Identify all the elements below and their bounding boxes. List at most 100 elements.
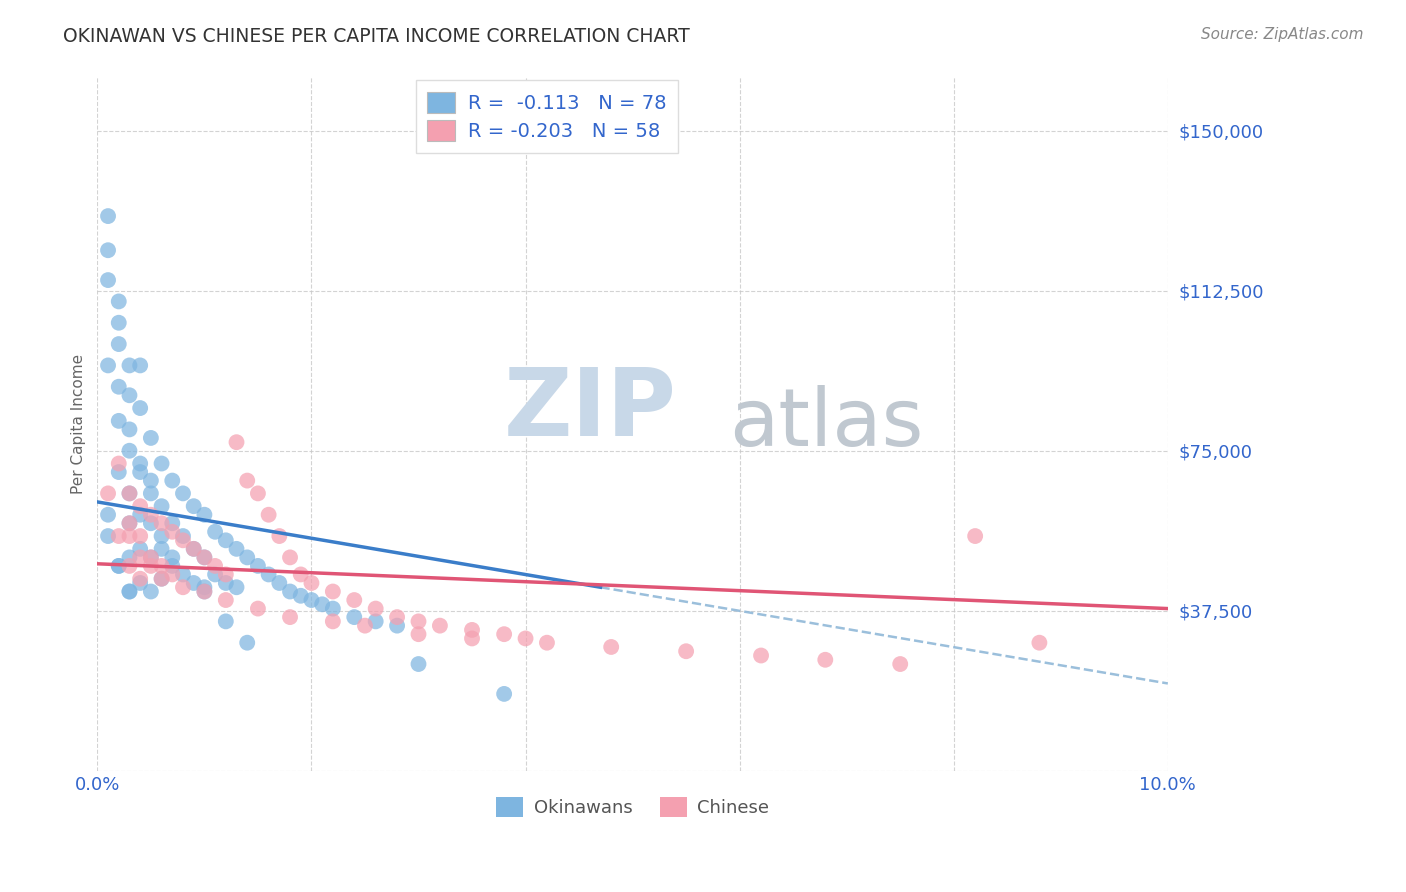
Point [129, 572, 152, 586]
Point [429, 618, 451, 632]
Point [162, 516, 184, 531]
Point [364, 615, 387, 629]
Point [150, 457, 173, 471]
Point [118, 422, 141, 436]
Point [118, 443, 141, 458]
Point [150, 541, 173, 556]
Point [814, 653, 837, 667]
Text: Source: ZipAtlas.com: Source: ZipAtlas.com [1201, 27, 1364, 42]
Point [118, 486, 141, 500]
Point [172, 567, 194, 582]
Point [889, 657, 911, 671]
Point [257, 508, 280, 522]
Text: OKINAWAN VS CHINESE PER CAPITA INCOME CORRELATION CHART: OKINAWAN VS CHINESE PER CAPITA INCOME CO… [63, 27, 690, 45]
Point [236, 550, 259, 565]
Point [385, 610, 408, 624]
Point [118, 388, 141, 402]
Point [107, 558, 129, 573]
Point [246, 601, 269, 615]
Point [257, 567, 280, 582]
Point [494, 627, 516, 641]
Point [278, 550, 301, 565]
Text: ZIP: ZIP [505, 364, 678, 456]
Point [139, 516, 162, 531]
Point [162, 524, 184, 539]
Point [118, 584, 141, 599]
Point [118, 516, 141, 531]
Point [139, 558, 162, 573]
Point [107, 380, 129, 394]
Point [107, 294, 129, 309]
Point [215, 533, 238, 548]
Point [193, 584, 215, 599]
Point [269, 576, 291, 591]
Point [139, 486, 162, 500]
Point [97, 244, 120, 258]
Point [290, 567, 312, 582]
Point [150, 558, 173, 573]
Point [139, 550, 162, 565]
Point [278, 610, 301, 624]
Point [278, 584, 301, 599]
Point [236, 474, 259, 488]
Point [204, 567, 226, 582]
Point [225, 435, 247, 450]
Point [139, 584, 162, 599]
Point [129, 465, 152, 479]
Point [215, 576, 238, 591]
Point [107, 316, 129, 330]
Point [494, 687, 516, 701]
Point [139, 550, 162, 565]
Point [343, 593, 366, 607]
Point [193, 550, 215, 565]
Point [215, 567, 238, 582]
Point [107, 337, 129, 351]
Point [107, 465, 129, 479]
Point [118, 486, 141, 500]
Point [97, 529, 120, 543]
Point [193, 580, 215, 594]
Point [107, 457, 129, 471]
Point [118, 550, 141, 565]
Point [129, 499, 152, 513]
Point [408, 657, 430, 671]
Point [129, 508, 152, 522]
Point [107, 529, 129, 543]
Point [183, 541, 205, 556]
Point [97, 209, 120, 223]
Point [172, 486, 194, 500]
Point [107, 414, 129, 428]
Legend: Okinawans, Chinese: Okinawans, Chinese [488, 789, 776, 824]
Point [675, 644, 697, 658]
Point [600, 640, 623, 654]
Point [193, 508, 215, 522]
Point [301, 576, 323, 591]
Point [97, 359, 120, 373]
Point [385, 618, 408, 632]
Point [129, 541, 152, 556]
Point [162, 567, 184, 582]
Point [193, 584, 215, 599]
Point [246, 486, 269, 500]
Point [236, 636, 259, 650]
Point [183, 576, 205, 591]
Point [364, 601, 387, 615]
Point [301, 593, 323, 607]
Point [311, 597, 333, 611]
Point [150, 572, 173, 586]
Point [215, 615, 238, 629]
Point [129, 401, 152, 415]
Point [183, 541, 205, 556]
Point [408, 615, 430, 629]
Point [150, 516, 173, 531]
Point [225, 541, 247, 556]
Point [246, 558, 269, 573]
Point [965, 529, 987, 543]
Point [97, 508, 120, 522]
Point [129, 576, 152, 591]
Point [322, 615, 344, 629]
Point [118, 359, 141, 373]
Point [269, 529, 291, 543]
Point [172, 529, 194, 543]
Point [215, 593, 238, 607]
